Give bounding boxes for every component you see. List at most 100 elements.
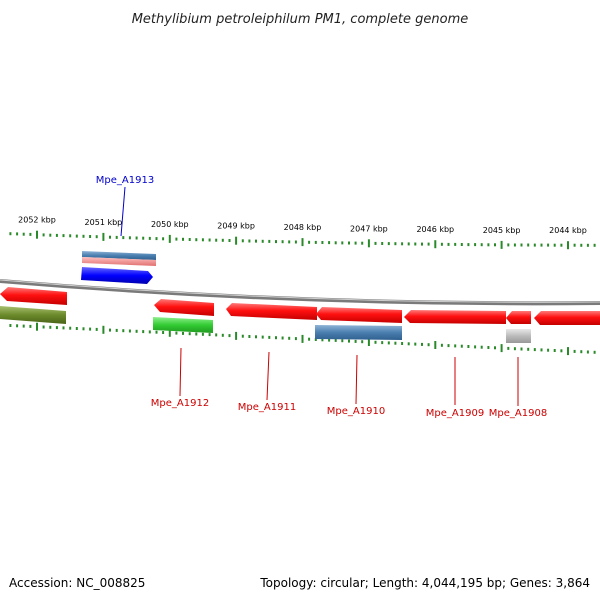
feature-green-bar-1912[interactable] xyxy=(153,317,213,333)
gene-label-1908[interactable]: Mpe_A1908 xyxy=(489,408,547,419)
scale-major-tick xyxy=(434,341,436,349)
gene-label-1912-group: Mpe_A1912 xyxy=(151,348,209,409)
scale-minor-tick xyxy=(29,233,31,236)
scale-minor-tick xyxy=(96,328,98,331)
scale-minor-tick xyxy=(195,333,197,336)
scale-major-tick xyxy=(102,326,104,334)
scale-minor-tick xyxy=(560,244,562,247)
scale-minor-tick xyxy=(202,238,204,241)
scale-minor-tick xyxy=(29,325,31,328)
scale-minor-tick xyxy=(229,239,231,242)
scale-minor-tick xyxy=(521,348,523,351)
scale-minor-tick xyxy=(76,327,78,330)
scale-minor-tick xyxy=(587,351,589,354)
gene-label-1913[interactable]: Mpe_A1913 xyxy=(96,175,154,186)
feature-blue-arrow[interactable] xyxy=(81,267,153,284)
scale-minor-tick xyxy=(63,234,65,237)
scale-minor-tick xyxy=(89,328,91,331)
scale-major-tick xyxy=(102,233,104,241)
scale-minor-tick xyxy=(547,244,549,247)
scale-minor-tick xyxy=(275,240,277,243)
scale-minor-tick xyxy=(361,242,363,245)
scale-minor-tick xyxy=(401,342,403,345)
scale-minor-tick xyxy=(222,239,224,242)
scale-minor-tick xyxy=(69,327,71,330)
scale-minor-tick xyxy=(494,346,496,349)
scale-minor-tick xyxy=(288,240,290,243)
scale-minor-tick xyxy=(375,242,377,245)
scale-minor-tick xyxy=(9,324,11,327)
genome-map: Methylibium petroleiphilum PM1, complete… xyxy=(0,0,600,600)
scale-minor-tick xyxy=(129,330,131,333)
scale-minor-tick xyxy=(262,336,264,339)
scale-minor-tick xyxy=(494,243,496,246)
scale-major-tick xyxy=(302,238,304,246)
scale-minor-tick xyxy=(408,242,410,245)
scale-minor-tick xyxy=(554,244,556,247)
scale-minor-tick xyxy=(268,336,270,339)
gene-label-1912[interactable]: Mpe_A1912 xyxy=(151,398,209,409)
scale-minor-tick xyxy=(375,341,377,344)
scale-major-tick xyxy=(235,332,237,340)
feature-red-arrow-left[interactable] xyxy=(0,287,67,305)
feature-red-arrow-1908[interactable] xyxy=(506,311,531,324)
scale-minor-tick xyxy=(268,240,270,243)
feature-red-arrow-1911[interactable] xyxy=(226,303,317,320)
scale-minor-tick xyxy=(461,243,463,246)
gene-label-1908-group: Mpe_A1908 xyxy=(489,357,547,419)
scale-major-tick xyxy=(567,347,569,355)
scale-minor-tick xyxy=(487,346,489,349)
scale-minor-tick xyxy=(461,345,463,348)
scale-minor-tick xyxy=(142,237,144,240)
scale-minor-tick xyxy=(441,243,443,246)
scale-minor-tick xyxy=(83,235,85,238)
scale-minor-tick xyxy=(136,237,138,240)
scale-minor-tick xyxy=(467,243,469,246)
scale-minor-tick xyxy=(149,237,151,240)
feature-red-arrow-right[interactable] xyxy=(534,311,600,325)
gene-label-1911[interactable]: Mpe_A1911 xyxy=(238,402,296,413)
scale-label-2048: 2048 kbp xyxy=(284,223,322,232)
scale-minor-tick xyxy=(341,241,343,244)
feature-red-arrow-1910[interactable] xyxy=(316,307,402,323)
scale-minor-tick xyxy=(454,344,456,347)
scale-minor-tick xyxy=(594,351,596,354)
scale-label-2049: 2049 kbp xyxy=(217,222,255,231)
scale-minor-tick xyxy=(401,242,403,245)
scale-minor-tick xyxy=(122,329,124,332)
feature-grey-bar-1908[interactable] xyxy=(506,329,531,343)
scale-minor-tick xyxy=(142,330,144,333)
feature-olive-bar[interactable] xyxy=(0,306,66,324)
scale-minor-tick xyxy=(514,244,516,247)
scale-minor-tick xyxy=(248,335,250,338)
genome-backbone xyxy=(0,281,600,303)
scale-minor-tick xyxy=(89,235,91,238)
scale-minor-tick xyxy=(109,236,111,239)
scale-minor-tick xyxy=(348,340,350,343)
scale-minor-tick xyxy=(162,331,164,334)
scale-minor-tick xyxy=(574,244,576,247)
scale-minor-tick xyxy=(162,237,164,240)
feature-red-arrow-1912[interactable] xyxy=(154,299,214,316)
scale-minor-tick xyxy=(414,243,416,246)
scale-minor-tick xyxy=(594,244,596,247)
scale-minor-tick xyxy=(43,233,45,236)
scale-minor-tick xyxy=(175,332,177,335)
scale-minor-tick xyxy=(202,333,204,336)
gene-label-1910[interactable]: Mpe_A1910 xyxy=(327,406,385,417)
feature-red-arrow-1909[interactable] xyxy=(404,310,506,324)
scale-minor-tick xyxy=(541,348,543,351)
scale-minor-tick xyxy=(554,349,556,352)
gene-label-1909[interactable]: Mpe_A1909 xyxy=(426,408,484,419)
scale-minor-tick xyxy=(255,240,257,243)
scale-minor-tick xyxy=(428,343,430,346)
scale-minor-tick xyxy=(242,239,244,242)
gene-leader-line xyxy=(121,187,125,236)
gene-leader-line xyxy=(267,352,269,400)
scale-minor-tick xyxy=(288,337,290,340)
scale-minor-tick xyxy=(189,238,191,241)
scale-minor-tick xyxy=(282,240,284,243)
scale-minor-tick xyxy=(156,237,158,240)
scale-minor-tick xyxy=(454,243,456,246)
feature-steel-bar-1910[interactable] xyxy=(315,325,402,340)
